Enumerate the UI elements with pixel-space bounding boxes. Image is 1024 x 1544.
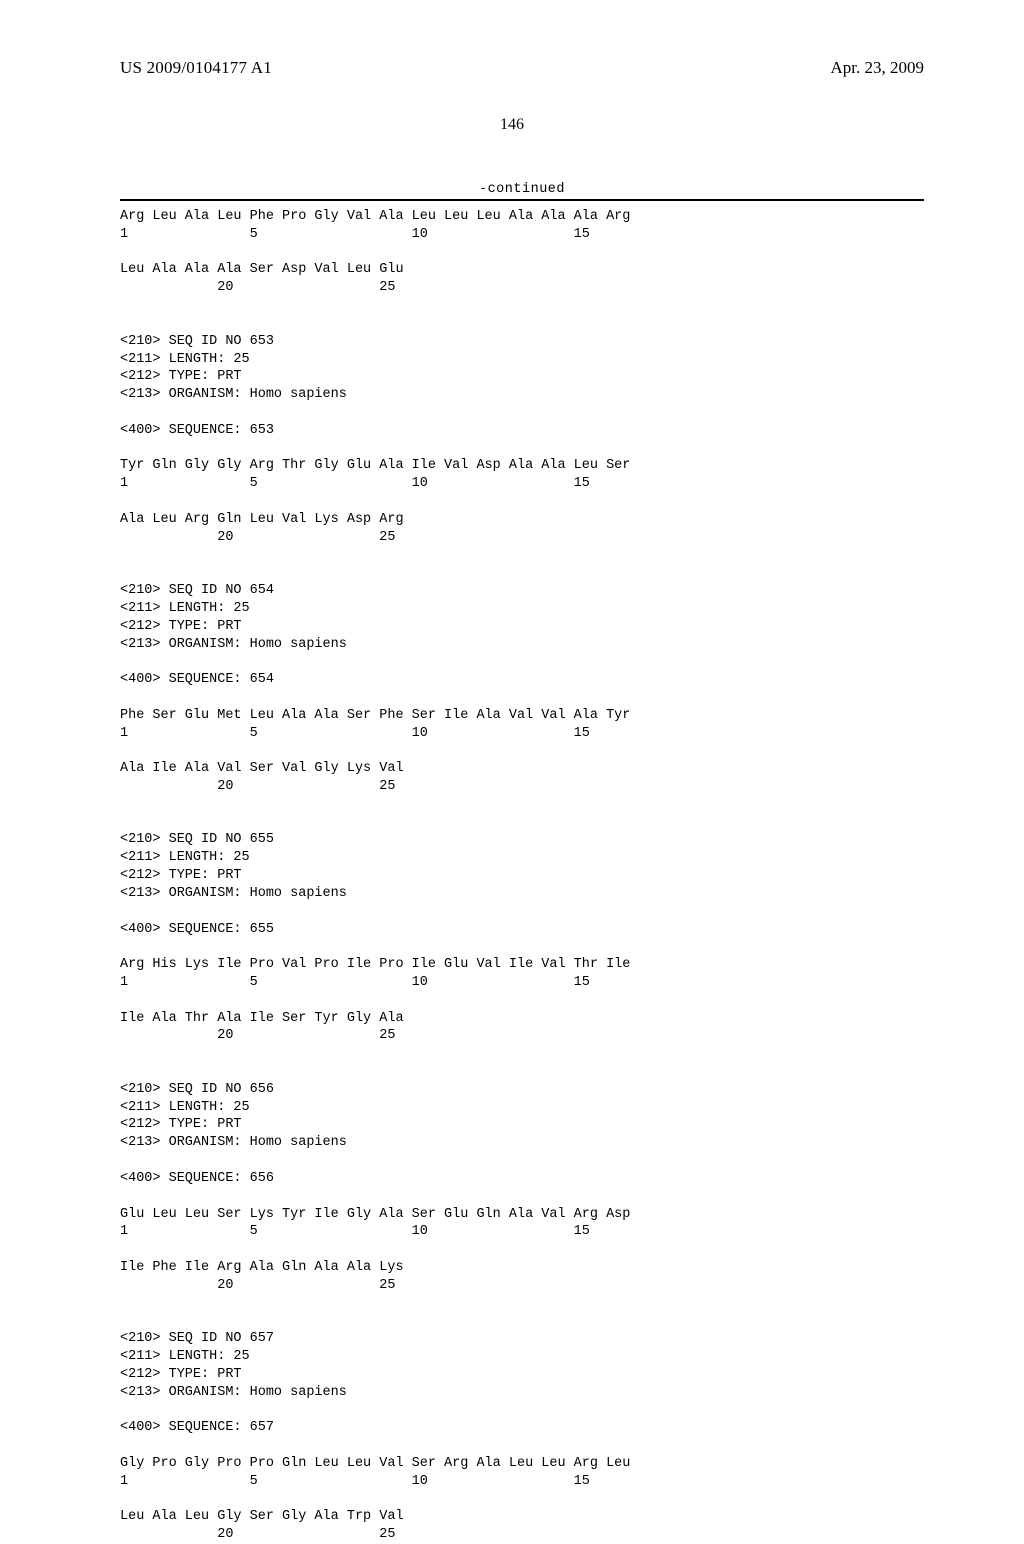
continued-label: -continued [120,182,924,197]
continued-block: -continued [120,182,924,201]
horizontal-rule [120,199,924,201]
sequence-listing: Arg Leu Ala Leu Phe Pro Gly Val Ala Leu … [120,208,924,1280]
publication-date: Apr. 23, 2009 [831,58,925,78]
publication-number: US 2009/0104177 A1 [120,58,272,78]
page-number: 146 [0,116,1024,134]
page-container: US 2009/0104177 A1 Apr. 23, 2009 146 -co… [0,0,1024,1320]
